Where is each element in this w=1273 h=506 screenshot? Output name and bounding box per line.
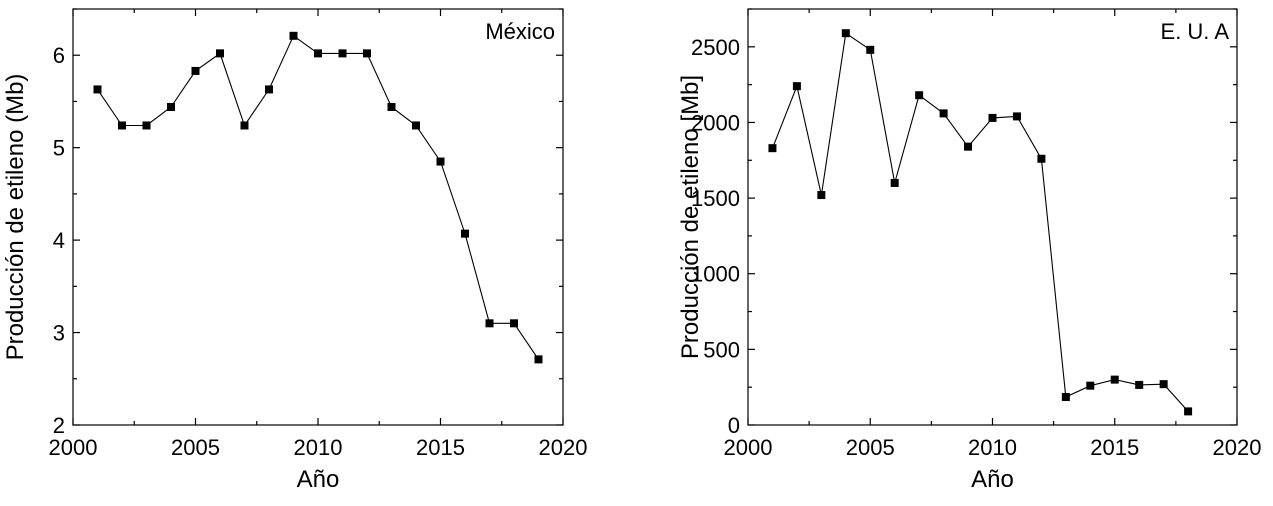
data-point	[314, 49, 322, 58]
data-point	[792, 82, 801, 91]
data-point	[485, 319, 494, 328]
data-point	[1110, 375, 1119, 384]
data-point	[167, 102, 175, 111]
data-point	[1012, 112, 1021, 121]
x-tick-label: 2020	[539, 435, 588, 460]
x-tick-label: 2015	[416, 435, 465, 460]
data-point	[118, 121, 126, 130]
series-line	[97, 34, 539, 360]
y-axis-label: Producción de etileno [Mb]	[677, 75, 704, 359]
data-point	[142, 121, 151, 130]
data-point	[338, 49, 347, 58]
y-tick-label: 1500	[691, 186, 740, 211]
data-point	[510, 319, 518, 328]
x-axis-label: Año	[297, 466, 340, 493]
plot-frame	[747, 8, 1238, 426]
series-line	[771, 32, 1189, 412]
y-tick-label: 5	[53, 136, 65, 161]
data-point	[1037, 154, 1046, 163]
data-point	[191, 66, 200, 75]
data-point	[289, 31, 298, 40]
y-tick-label: 500	[703, 337, 740, 362]
data-point	[817, 191, 826, 200]
y-tick-label: 3	[53, 321, 65, 346]
data-point	[534, 355, 543, 364]
y-tick-label: 2500	[691, 35, 740, 60]
x-axis-label: Año	[971, 466, 1014, 493]
data-point	[461, 229, 469, 238]
y-tick-label: 2000	[691, 110, 740, 135]
x-tick-label: 2000	[49, 435, 98, 460]
panel-label: México	[485, 19, 555, 44]
y-axis-label: Producción de etileno (Mb)	[2, 74, 29, 361]
x-tick-label: 2000	[724, 435, 773, 460]
plot-frame	[72, 8, 564, 426]
y-tick-label: 4	[53, 228, 65, 253]
data-point	[363, 49, 371, 58]
y-tick-label: 0	[728, 413, 740, 438]
data-point	[939, 109, 948, 118]
x-tick-label: 2015	[1090, 435, 1139, 460]
chart-panel-1: 2000 2005 2010 2015 2020 2 3 4 5 6 Año Producción d…	[2, 8, 588, 493]
data-point	[768, 144, 777, 153]
data-point	[1184, 407, 1193, 416]
x-tick-label: 2010	[968, 435, 1017, 460]
y-tick-label: 6	[53, 43, 65, 68]
x-tick-label: 2005	[171, 435, 220, 460]
data-point	[866, 45, 875, 54]
data-point	[841, 29, 850, 38]
x-tick-label: 2010	[294, 435, 343, 460]
data-point	[387, 102, 396, 111]
panel-label: E. U. A	[1161, 19, 1230, 44]
data-point	[915, 91, 924, 100]
data-point	[216, 49, 224, 58]
x-tick-label: 2020	[1213, 435, 1262, 460]
y-tick-label: 1000	[691, 262, 740, 287]
data-point	[1086, 381, 1095, 390]
data-point	[988, 113, 997, 122]
data-point	[412, 121, 420, 130]
data-point	[1061, 393, 1070, 402]
x-tick-label: 2005	[846, 435, 895, 460]
data-point	[1135, 380, 1144, 389]
data-point	[240, 121, 249, 130]
data-point	[436, 157, 445, 166]
chart-panel-2: 2000 2005 2010 2015 2020 0 500 1000 1500 2000 2500…	[677, 8, 1262, 493]
y-tick-label: 2	[53, 413, 65, 438]
data-point	[265, 85, 273, 94]
data-point	[964, 142, 973, 151]
data-point	[890, 178, 899, 187]
data-point	[1159, 380, 1168, 389]
data-point	[93, 85, 102, 94]
